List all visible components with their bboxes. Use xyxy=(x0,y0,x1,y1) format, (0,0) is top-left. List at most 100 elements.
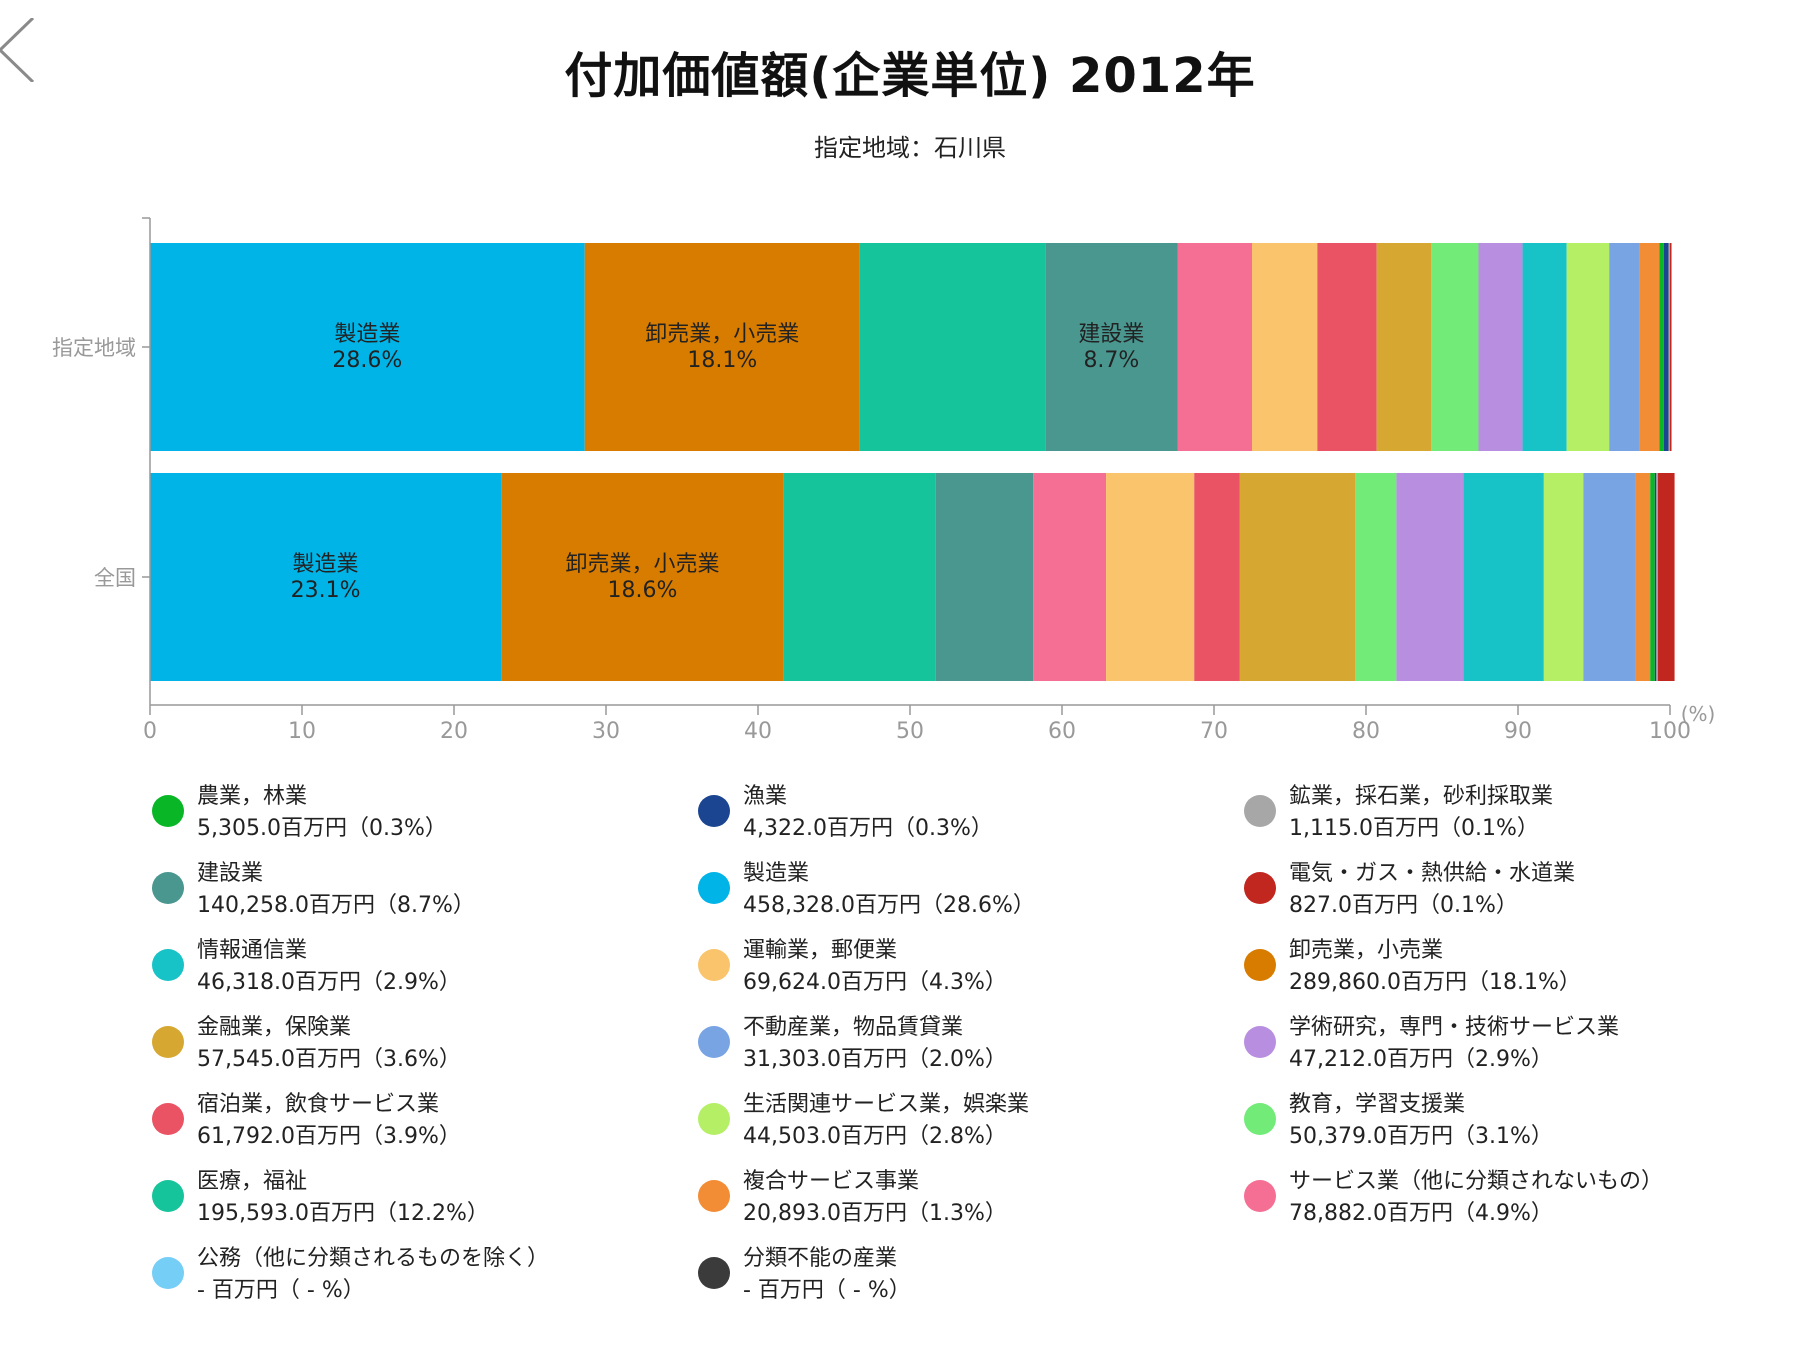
legend-swatch xyxy=(698,795,730,827)
legend-item[interactable]: 電気・ガス・熱供給・水道業 827.0百万円（0.1%） xyxy=(1244,855,1764,921)
legend-item-name: 農業，林業 xyxy=(197,784,308,809)
bar-segment xyxy=(1317,243,1377,451)
bar-segment xyxy=(1656,473,1658,681)
legend-item[interactable]: 卸売業，小売業 289,860.0百万円（18.1%） xyxy=(1244,932,1764,998)
bar-segment xyxy=(1583,473,1636,681)
bar-segment xyxy=(150,473,502,681)
legend-swatch xyxy=(698,1103,730,1135)
legend-item-name: 学術研究，専門・技術サービス業 xyxy=(1289,1015,1620,1040)
legend-item[interactable]: 医療，福祉 195,593.0百万円（12.2%） xyxy=(152,1163,672,1229)
bar-data-label-name: 卸売業，小売業 xyxy=(645,322,799,347)
legend-item[interactable]: 学術研究，専門・技術サービス業 47,212.0百万円（2.9%） xyxy=(1244,1009,1764,1075)
legend-item[interactable]: 分類不能の産業 - 百万円（ - %） xyxy=(698,1240,1218,1306)
legend-item-value: 46,318.0百万円（2.9%） xyxy=(197,970,461,995)
legend-item-name: 金融業，保険業 xyxy=(197,1015,352,1040)
legend-swatch xyxy=(1244,872,1276,904)
legend-item[interactable]: 鉱業，採石業，砂利採取業 1,115.0百万円（0.1%） xyxy=(1244,778,1764,844)
legend-item-name: 分類不能の産業 xyxy=(743,1246,898,1271)
bar-segment xyxy=(1431,243,1479,451)
legend-item-name: 情報通信業 xyxy=(197,938,308,963)
legend-item-value: 31,303.0百万円（2.0%） xyxy=(743,1047,1007,1072)
legend-item[interactable]: 製造業 458,328.0百万円（28.6%） xyxy=(698,855,1218,921)
legend-item-value: 44,503.0百万円（2.8%） xyxy=(743,1124,1007,1149)
stacked-bar-chart: 指定地域全国製造業28.6%卸売業，小売業18.1%建設業8.7%製造業23.1… xyxy=(52,217,1715,744)
legend-item[interactable]: 教育，学習支援業 50,379.0百万円（3.1%） xyxy=(1244,1086,1764,1152)
bar-data-label-value: 18.6% xyxy=(608,578,678,603)
legend-item-value: 57,545.0百万円（3.6%） xyxy=(197,1047,461,1072)
legend-item-value: 289,860.0百万円（18.1%） xyxy=(1289,970,1581,995)
bar-data-label-value: 23.1% xyxy=(291,578,361,603)
legend-item[interactable]: 情報通信業 46,318.0百万円（2.9%） xyxy=(152,932,672,998)
legend-item-value: 5,305.0百万円（0.3%） xyxy=(197,816,447,841)
legend-item[interactable]: 生活関連サービス業，娯楽業 44,503.0百万円（2.8%） xyxy=(698,1086,1218,1152)
legend-item[interactable]: 運輸業，郵便業 69,624.0百万円（4.3%） xyxy=(698,932,1218,998)
legend-item-value: 47,212.0百万円（2.9%） xyxy=(1289,1047,1553,1072)
bar-data-label-value: 28.6% xyxy=(332,348,402,373)
legend-item-value: 1,115.0百万円（0.1%） xyxy=(1289,816,1539,841)
legend-item[interactable]: 不動産業，物品賃貸業 31,303.0百万円（2.0%） xyxy=(698,1009,1218,1075)
legend-item-name: サービス業（他に分類されないもの） xyxy=(1289,1169,1664,1194)
bar-segment xyxy=(1194,473,1240,681)
bar-segment xyxy=(1654,473,1657,681)
legend-item-value: - 百万円（ - %） xyxy=(197,1278,365,1303)
legend-item-value: 140,258.0百万円（8.7%） xyxy=(197,893,475,918)
legend-item-value: 20,893.0百万円（1.3%） xyxy=(743,1201,1007,1226)
legend-item-value: 4,322.0百万円（0.3%） xyxy=(743,816,993,841)
bar-data-label-name: 製造業 xyxy=(334,322,400,347)
legend-swatch xyxy=(1244,795,1276,827)
legend-swatch xyxy=(152,1257,184,1289)
legend-item[interactable]: 漁業 4,322.0百万円（0.3%） xyxy=(698,778,1218,844)
x-tick-label: 100 xyxy=(1649,719,1691,744)
bar-segment xyxy=(1177,243,1252,451)
legend-item-name: 生活関連サービス業，娯楽業 xyxy=(743,1092,1030,1117)
x-tick-label: 20 xyxy=(440,719,468,744)
legend-item-name: 建設業 xyxy=(197,861,264,886)
bar-segment xyxy=(1045,243,1178,451)
x-tick-label: 10 xyxy=(288,719,316,744)
bar-segment xyxy=(1239,473,1356,681)
legend-swatch xyxy=(152,1180,184,1212)
y-tick-label: 全国 xyxy=(94,566,136,590)
x-tick-label: 30 xyxy=(592,719,620,744)
legend-item[interactable]: 農業，林業 5,305.0百万円（0.3%） xyxy=(152,778,672,844)
legend-item[interactable]: 金融業，保険業 57,545.0百万円（3.6%） xyxy=(152,1009,672,1075)
legend-swatch xyxy=(1244,1026,1276,1058)
legend-item[interactable]: 公務（他に分類されるものを除く） - 百万円（ - %） xyxy=(152,1240,672,1306)
legend-item-name: 教育，学習支援業 xyxy=(1289,1092,1466,1117)
close-icon xyxy=(0,16,35,84)
bar-segment xyxy=(1657,473,1675,681)
legend-swatch xyxy=(152,1026,184,1058)
legend-item[interactable]: 複合サービス事業 20,893.0百万円（1.3%） xyxy=(698,1163,1218,1229)
legend-item-name: 宿泊業，飲食サービス業 xyxy=(197,1092,440,1117)
x-tick-label: 0 xyxy=(143,719,157,744)
legend-item[interactable]: 宿泊業，飲食サービス業 61,792.0百万円（3.9%） xyxy=(152,1086,672,1152)
legend-item-value: 50,379.0百万円（3.1%） xyxy=(1289,1124,1553,1149)
legend-swatch xyxy=(152,795,184,827)
legend-item[interactable]: 建設業 140,258.0百万円（8.7%） xyxy=(152,855,672,921)
legend-item-name: 漁業 xyxy=(743,784,788,809)
y-tick-label: 指定地域 xyxy=(52,336,136,360)
bar-segment xyxy=(501,473,784,681)
x-tick-label: 60 xyxy=(1048,719,1076,744)
legend-item-value: - 百万円（ - %） xyxy=(743,1278,911,1303)
chart-title: 付加価値額(企業単位) 2012年 xyxy=(564,48,1256,104)
bar-data-label-name: 卸売業，小売業 xyxy=(565,552,719,577)
legend-item-value: 195,593.0百万円（12.2%） xyxy=(197,1201,489,1226)
legend-item-value: 78,882.0百万円（4.9%） xyxy=(1289,1201,1553,1226)
bar-data-label-value: 18.1% xyxy=(687,348,757,373)
legend-item[interactable]: サービス業（他に分類されないもの） 78,882.0百万円（4.9%） xyxy=(1244,1163,1764,1229)
bar-segment xyxy=(1106,473,1195,681)
x-tick-label: 90 xyxy=(1504,719,1532,744)
bar-segment xyxy=(1668,243,1670,451)
legend-item-name: 製造業 xyxy=(743,861,810,886)
legend-item-value: 827.0百万円（0.1%） xyxy=(1289,893,1518,918)
legend-swatch xyxy=(698,872,730,904)
legend-swatch xyxy=(1244,949,1276,981)
x-tick-label: 80 xyxy=(1352,719,1380,744)
bar-data-label-name: 製造業 xyxy=(293,552,359,577)
legend-item-name: 医療，福祉 xyxy=(197,1169,308,1194)
close-button[interactable] xyxy=(0,16,44,84)
legend-swatch xyxy=(698,1026,730,1058)
bar-segment xyxy=(584,243,860,451)
bar-segment xyxy=(1635,473,1651,681)
